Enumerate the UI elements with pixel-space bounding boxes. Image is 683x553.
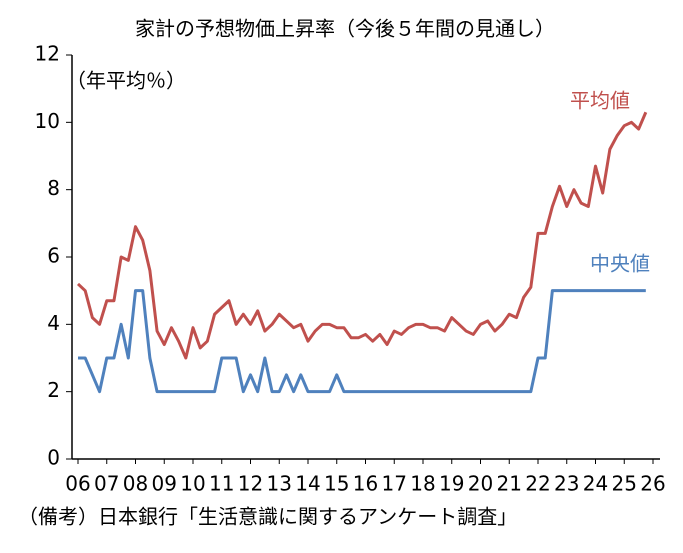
y-tick-label: 4 <box>47 311 60 335</box>
x-tick-label: 23 <box>554 472 579 496</box>
x-tick-label: 06 <box>65 472 90 496</box>
source-note: （備考）日本銀行「生活意識に関するアンケート調査」 <box>18 505 517 529</box>
x-tick-label: 17 <box>382 472 407 496</box>
series-label: 中央値 <box>590 252 650 276</box>
series-line <box>76 111 648 360</box>
y-axis-unit: （年平均％） <box>66 69 186 93</box>
y-tick-label: 10 <box>35 109 60 133</box>
chart-title: 家計の予想物価上昇率（今後５年間の見通し） <box>135 17 555 41</box>
y-tick-label: 2 <box>47 378 60 402</box>
x-tick-label: 07 <box>94 472 119 496</box>
y-tick-label: 0 <box>47 446 60 470</box>
x-tick-label: 25 <box>612 472 637 496</box>
series-line <box>78 289 646 394</box>
x-tick-label: 13 <box>267 472 292 496</box>
series-label: 平均値 <box>570 89 630 113</box>
y-tick-label: 12 <box>35 42 60 66</box>
x-tick-label: 18 <box>410 472 435 496</box>
x-tick-label: 14 <box>295 472 320 496</box>
x-tick-label: 20 <box>468 472 493 496</box>
x-tick-label: 11 <box>209 472 234 496</box>
x-tick-label: 09 <box>152 472 177 496</box>
x-tick-label: 19 <box>439 472 464 496</box>
x-tick-label: 26 <box>640 472 665 496</box>
y-tick-label: 8 <box>47 176 60 200</box>
y-tick-label: 6 <box>47 244 60 268</box>
x-tick-label: 12 <box>238 472 263 496</box>
x-tick-label: 10 <box>180 472 205 496</box>
x-tick-label: 22 <box>525 472 550 496</box>
x-tick-label: 15 <box>324 472 349 496</box>
x-tick-label: 21 <box>497 472 522 496</box>
x-tick-label: 24 <box>583 472 608 496</box>
x-tick-label: 08 <box>123 472 148 496</box>
x-tick-label: 16 <box>353 472 378 496</box>
